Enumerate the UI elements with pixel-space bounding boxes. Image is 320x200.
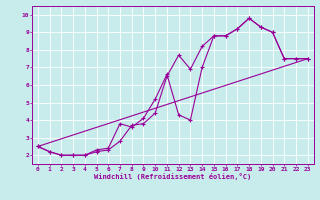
X-axis label: Windchill (Refroidissement éolien,°C): Windchill (Refroidissement éolien,°C) (94, 173, 252, 180)
